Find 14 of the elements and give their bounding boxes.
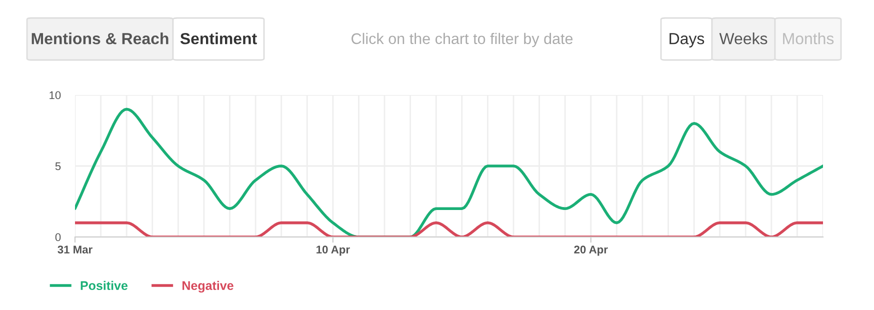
text: Days — [670, 33, 704, 48]
y-tick-label: 10 — [50, 91, 61, 100]
text: Weeks — [719, 32, 768, 44]
legend-label: Positive — [80, 280, 128, 290]
y-tick-label: 5 — [55, 162, 61, 170]
text: Click on the chart to filter by date — [352, 32, 573, 48]
legend-label: Negative — [182, 280, 234, 293]
x-tick-label: 31 Mar — [58, 246, 92, 254]
x-tick-label: 10 Apr — [316, 246, 350, 256]
text: Sentiment — [180, 32, 257, 44]
text: Mentions & Reach — [32, 32, 168, 44]
x-tick-label: 20 Apr — [574, 246, 608, 256]
text: Months — [783, 32, 834, 44]
y-tick-label: 0 — [55, 233, 61, 242]
